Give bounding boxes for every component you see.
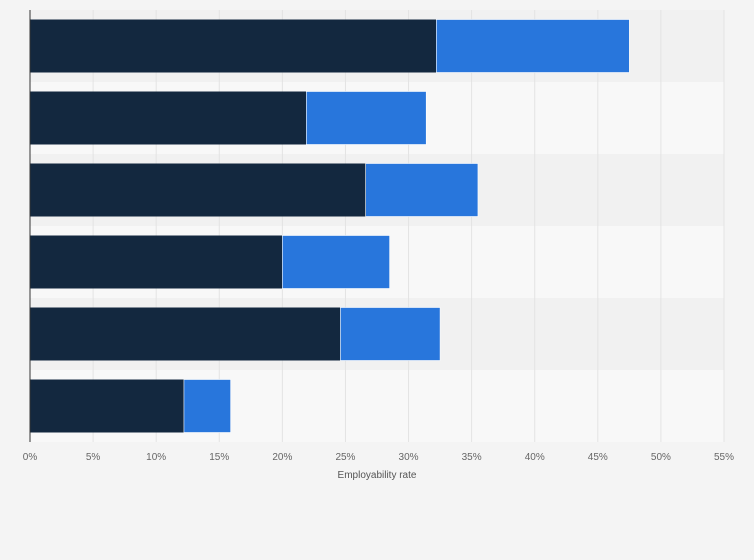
bar-segment-series-2	[436, 19, 630, 73]
bar-segment-series-2	[282, 235, 390, 289]
x-tick-label: 25%	[335, 452, 355, 463]
x-tick-label: 0%	[23, 452, 38, 463]
x-tick-label: 30%	[399, 452, 419, 463]
x-tick-label: 45%	[588, 452, 608, 463]
bar-segment-series-1	[30, 379, 184, 433]
x-tick-label: 5%	[86, 452, 101, 463]
bar-segment-series-2	[183, 379, 231, 433]
bar-segment-series-1	[30, 163, 366, 217]
bar-segment-series-2	[365, 163, 479, 217]
x-tick-label: 20%	[272, 452, 292, 463]
bar-segment-series-1	[30, 91, 307, 145]
bar-segment-series-2	[340, 307, 441, 361]
x-tick-label: 15%	[209, 452, 229, 463]
x-axis-title: Employability rate	[338, 470, 417, 481]
gridlines	[92, 10, 725, 442]
bar-segment-series-1	[30, 235, 283, 289]
x-tick-label: 10%	[146, 452, 166, 463]
bars	[30, 19, 630, 433]
bar-segment-series-2	[306, 91, 427, 145]
row-bands	[30, 10, 724, 442]
x-tick-label: 35%	[462, 452, 482, 463]
bar-segment-series-1	[30, 307, 341, 361]
bar-segment-series-1	[30, 19, 437, 73]
x-tick-label: 40%	[525, 452, 545, 463]
x-tick-label: 55%	[714, 452, 734, 463]
x-tick-labels: 0% 5% 10% 15% 20% 25% 30% 35% 40% 45% 50% 55%	[23, 452, 734, 463]
x-tick-label: 50%	[651, 452, 671, 463]
